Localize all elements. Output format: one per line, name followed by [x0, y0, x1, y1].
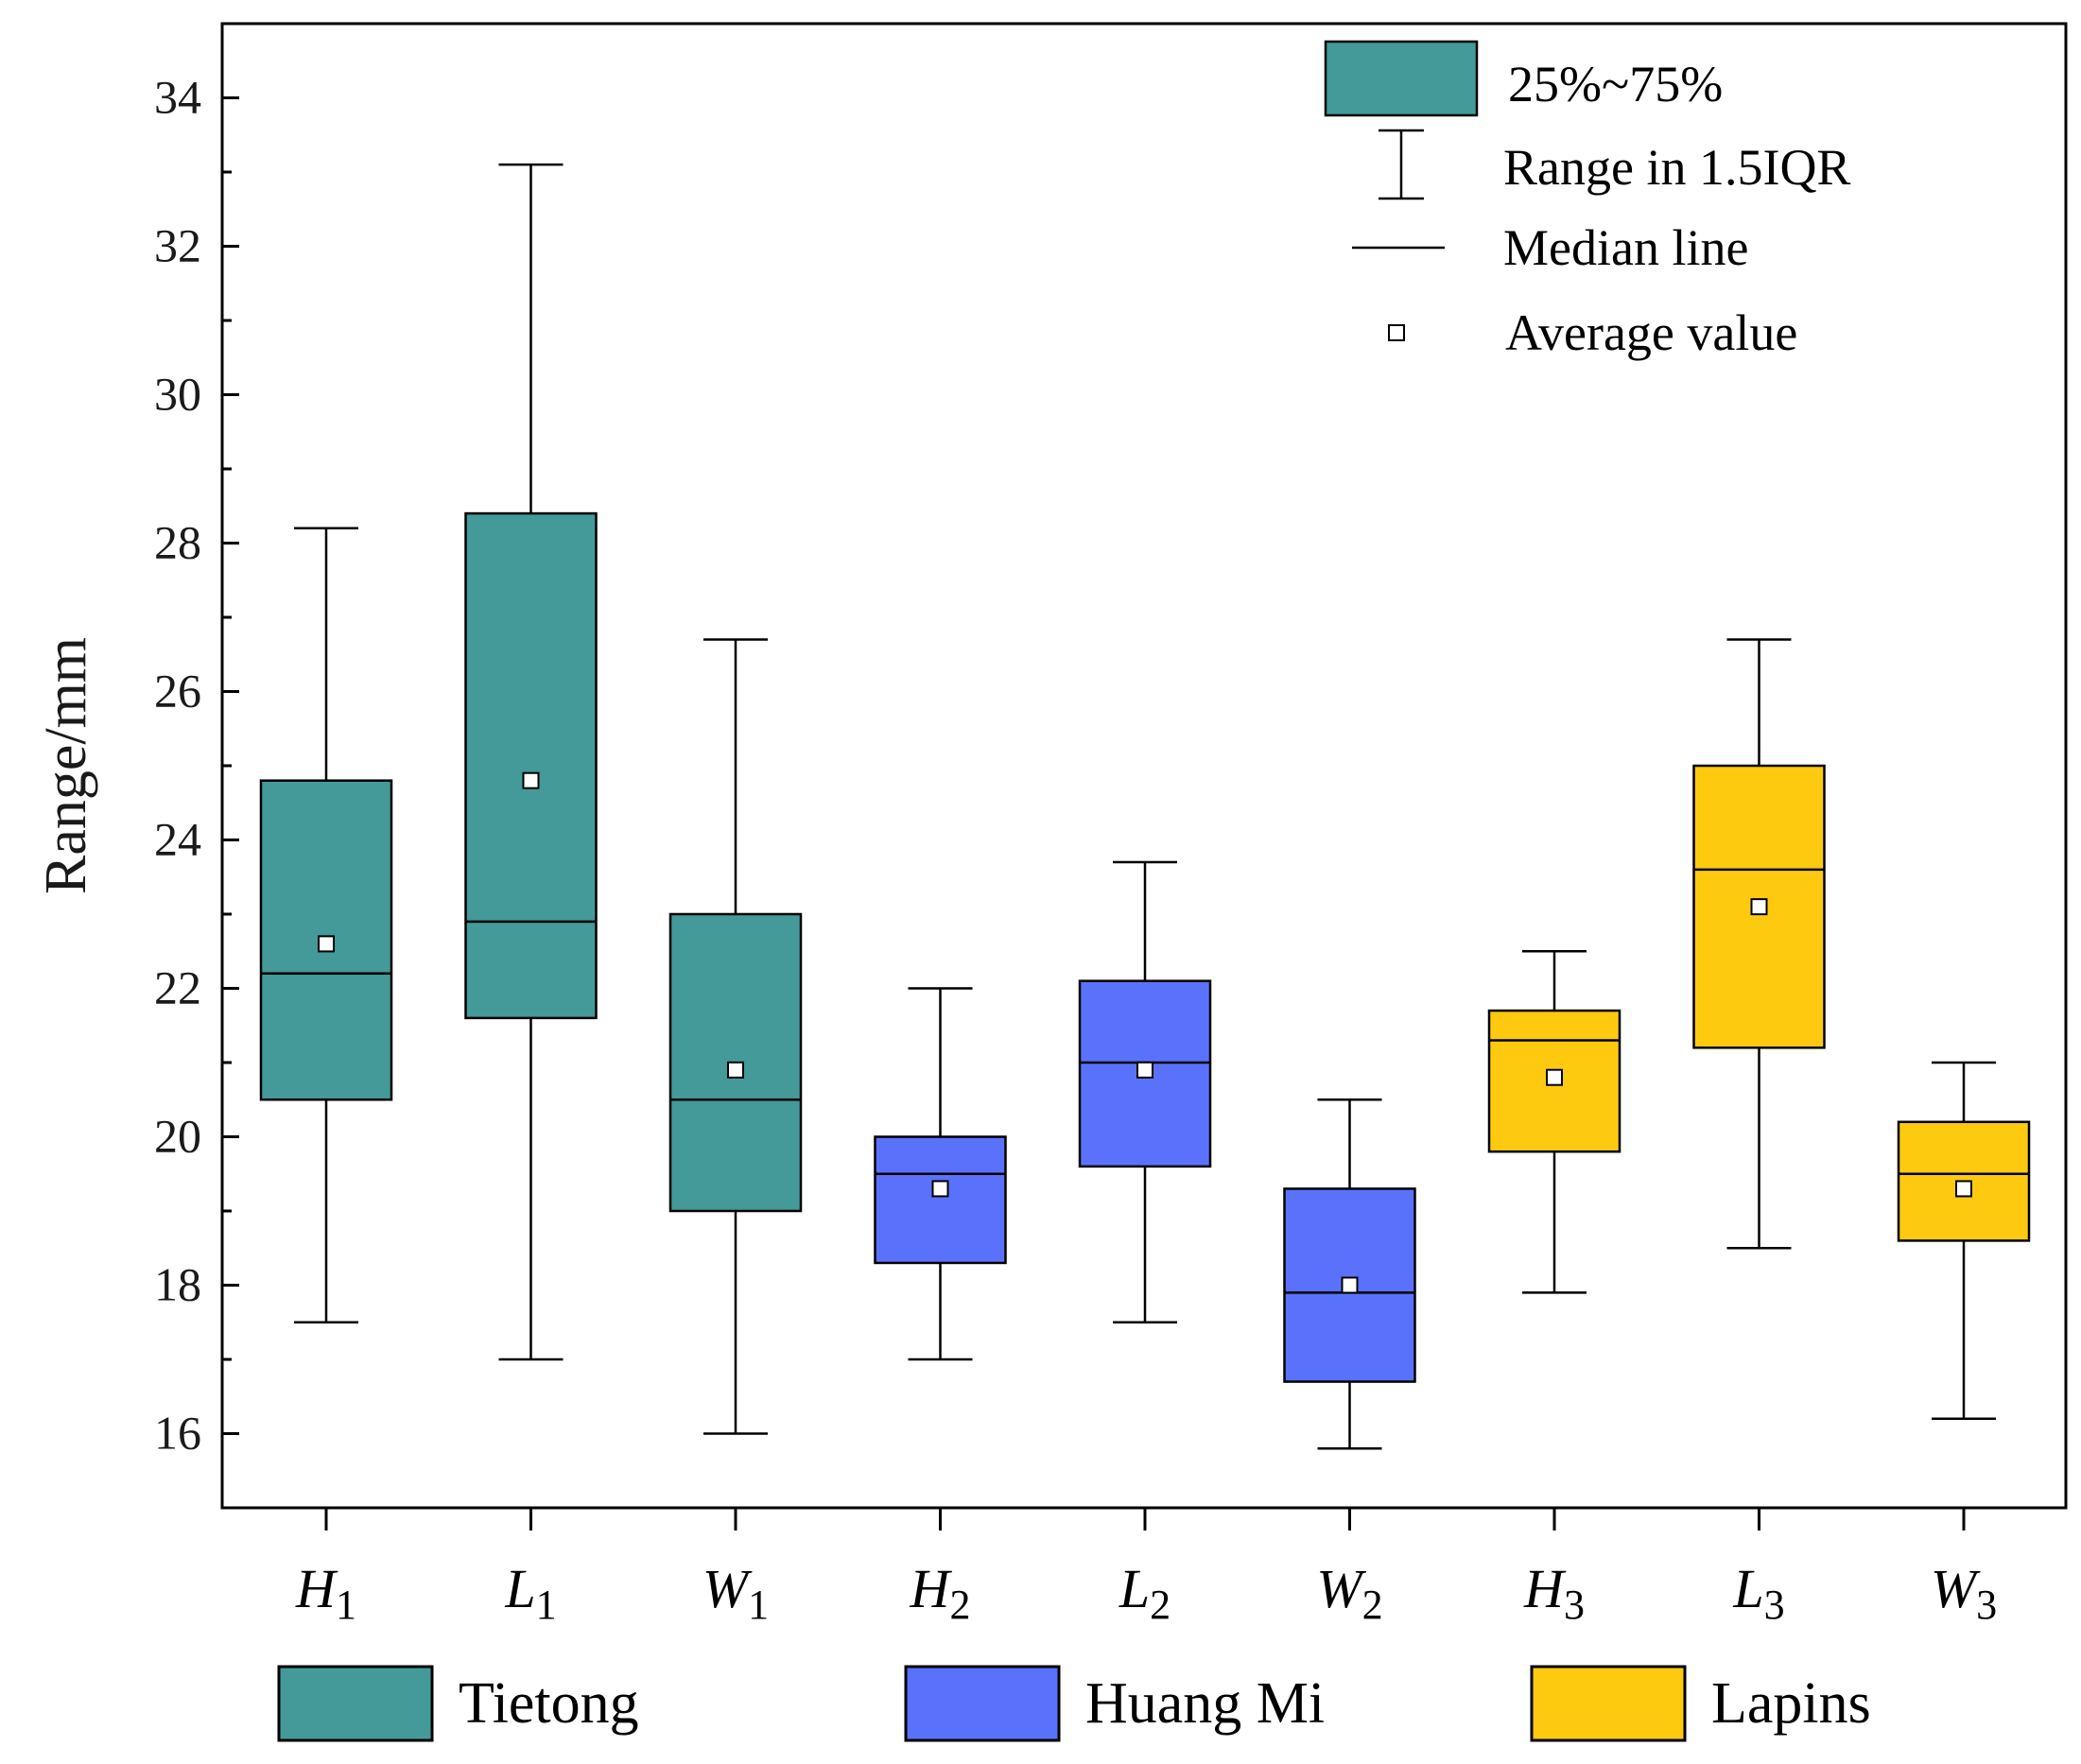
x-tick-label-W1: W1 — [702, 1558, 769, 1628]
mean-marker — [931, 1180, 949, 1198]
y-tick-label: 26 — [154, 665, 201, 718]
group-legend-label-2: Lapins — [1711, 1671, 1871, 1736]
x-tick-label-H3: H3 — [1523, 1558, 1585, 1628]
y-tick-label: 20 — [154, 1110, 201, 1163]
group-legend-swatch-1 — [904, 1665, 1061, 1742]
x-tick-label-L1: L1 — [504, 1558, 556, 1628]
x-tick-label-H1: H1 — [295, 1558, 356, 1628]
x-tick-label-H2: H2 — [910, 1558, 971, 1628]
group-legend-label-0: Tietong — [459, 1671, 639, 1736]
x-tick-label-L2: L2 — [1119, 1558, 1171, 1628]
y-tick-label: 34 — [154, 71, 201, 124]
legend-range-label: Range in 1.5IQR — [1503, 139, 1850, 196]
mean-marker — [1341, 1276, 1359, 1294]
y-tick-label: 30 — [154, 368, 201, 421]
legend-mean-marker — [1388, 324, 1405, 341]
group-legend-swatch-0 — [277, 1665, 434, 1742]
x-tick-label-L3: L3 — [1732, 1558, 1784, 1628]
mean-marker — [318, 935, 335, 953]
legend-mean-label: Average value — [1505, 304, 1797, 361]
y-tick-label: 24 — [154, 813, 201, 866]
y-tick-label: 16 — [154, 1407, 201, 1460]
y-tick-label: 22 — [154, 961, 201, 1014]
legend-box-label: 25%~75% — [1508, 56, 1723, 112]
mean-marker — [1546, 1068, 1563, 1086]
legend-median-label: Median line — [1503, 219, 1748, 276]
mean-marker — [522, 771, 540, 789]
x-tick-label-W2: W2 — [1316, 1558, 1382, 1628]
mean-marker — [727, 1061, 744, 1079]
mean-marker — [1955, 1180, 1972, 1198]
group-legend-label-1: Huang Mi — [1085, 1671, 1325, 1736]
box-iqr — [874, 1135, 1007, 1265]
box-iqr — [464, 511, 598, 1020]
mean-marker — [1750, 898, 1768, 916]
group-legend-swatch-2 — [1530, 1665, 1687, 1742]
legend-box-swatch — [1324, 40, 1479, 117]
y-tick-label: 32 — [154, 219, 201, 272]
y-tick-label: 18 — [154, 1258, 201, 1311]
x-tick-label-W3: W3 — [1931, 1558, 1997, 1628]
mean-marker — [1136, 1061, 1153, 1079]
y-tick-label: 28 — [154, 516, 201, 569]
y-axis-label: Range/mm — [34, 637, 98, 894]
